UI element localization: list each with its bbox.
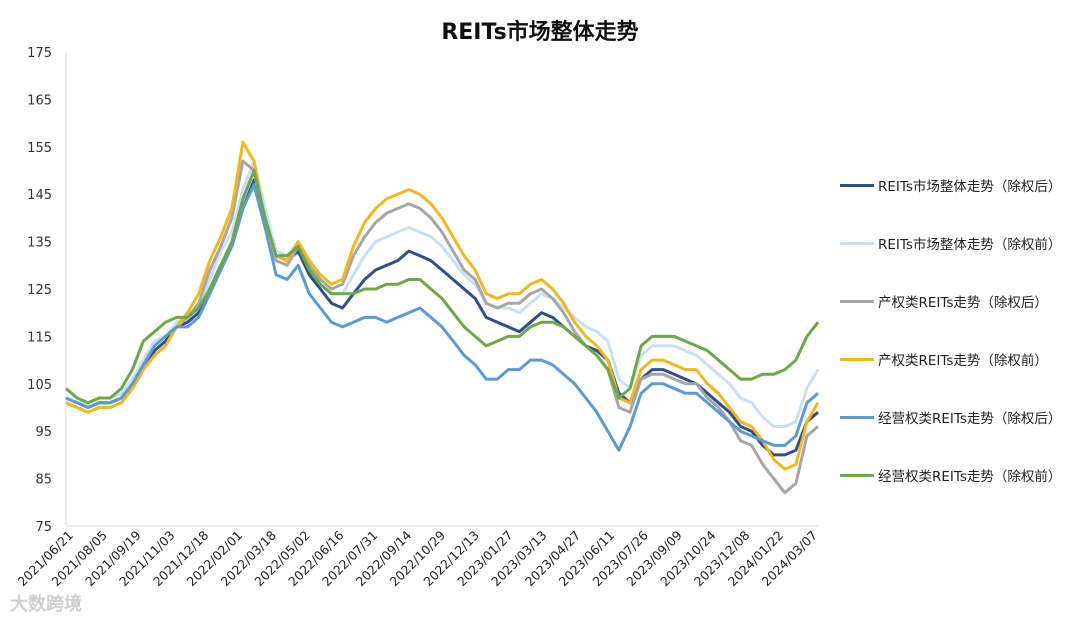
- y-tick-label: 85: [35, 473, 52, 488]
- y-tick-label: 145: [27, 188, 52, 203]
- y-tick-label: 135: [27, 236, 52, 251]
- legend-label: REITs市场整体走势（除权后）: [878, 179, 1062, 195]
- y-tick-label: 115: [27, 330, 52, 345]
- series-line-4: [65, 140, 820, 471]
- chart-title: REITs市场整体走势: [441, 20, 639, 45]
- legend-swatch: [840, 474, 874, 477]
- y-tick-label: 75: [35, 520, 52, 535]
- y-tick-label: 105: [27, 378, 52, 393]
- legend-item: 经营权类REITs走势（除权后）: [840, 407, 1076, 427]
- y-tick-label: 175: [27, 46, 52, 61]
- legend-label: 产权类REITs走势（除权前）: [878, 353, 1048, 369]
- legend-swatch: [840, 358, 874, 361]
- legend-item: 产权类REITs走势（除权后）: [840, 291, 1076, 311]
- y-tick-label: 165: [27, 93, 52, 108]
- legend-swatch: [840, 300, 874, 303]
- y-tick-label: 95: [35, 425, 52, 440]
- legend-label: 产权类REITs走势（除权后）: [878, 295, 1048, 311]
- series-line-1: [65, 178, 819, 457]
- legend-item: 产权类REITs走势（除权前）: [840, 349, 1076, 369]
- legend-label: 经营权类REITs走势（除权后）: [878, 411, 1062, 427]
- y-tick-label: 155: [27, 141, 52, 156]
- legend-swatch: [840, 242, 874, 245]
- watermark-text: 大数跨境: [10, 594, 82, 615]
- legend-swatch: [840, 416, 874, 419]
- legend-label: 经营权类REITs走势（除权前）: [878, 469, 1062, 485]
- series-line-2: [65, 159, 820, 428]
- legend-label: REITs市场整体走势（除权前）: [878, 237, 1062, 253]
- legend-item: REITs市场整体走势（除权前）: [840, 233, 1076, 253]
- legend-swatch: [840, 184, 874, 187]
- legend-item: 经营权类REITs走势（除权前）: [840, 465, 1076, 485]
- series-line-6: [65, 169, 820, 405]
- series-line-5: [65, 183, 819, 452]
- legend-item: REITs市场整体走势（除权后）: [840, 175, 1076, 195]
- y-tick-label: 125: [27, 283, 52, 298]
